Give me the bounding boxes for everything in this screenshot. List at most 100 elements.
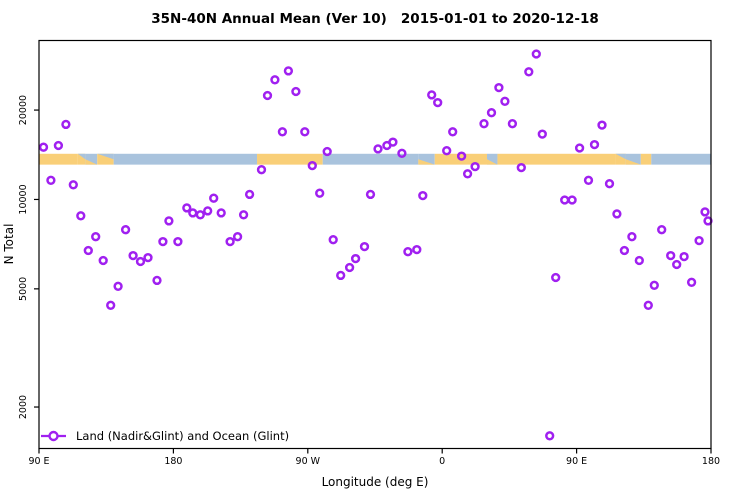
data-point bbox=[373, 144, 383, 154]
data-point bbox=[604, 179, 615, 189]
legend: Land (Nadir&Glint) and Ocean (Glint) bbox=[41, 429, 289, 443]
land-segment bbox=[640, 153, 652, 165]
data-point bbox=[597, 120, 607, 130]
data-point bbox=[173, 236, 183, 247]
y-tick-label: 20000 bbox=[18, 95, 29, 125]
land-ocean-map-band bbox=[39, 153, 711, 165]
data-point bbox=[403, 247, 413, 257]
land-patch bbox=[487, 159, 498, 165]
data-point bbox=[657, 225, 667, 235]
legend-label: Land (Nadir&Glint) and Ocean (Glint) bbox=[76, 429, 289, 443]
ocean-segment bbox=[651, 153, 711, 165]
data-point bbox=[634, 255, 644, 266]
land-patch bbox=[625, 159, 641, 165]
data-point bbox=[627, 232, 637, 242]
ocean-patch bbox=[615, 153, 626, 160]
data-point bbox=[507, 119, 518, 129]
data-point bbox=[619, 245, 630, 256]
chart-title: 35N-40N Annual Mean (Ver 10) 2015-01-01 … bbox=[151, 11, 598, 27]
data-point bbox=[270, 75, 280, 85]
x-tick-label: 90 E bbox=[28, 456, 49, 467]
data-point bbox=[700, 207, 710, 217]
data-point bbox=[328, 235, 338, 245]
data-point bbox=[462, 169, 473, 179]
data-point bbox=[76, 211, 86, 221]
data-point bbox=[516, 162, 526, 173]
data-point bbox=[225, 236, 235, 247]
data-point bbox=[83, 245, 93, 256]
ocean-segment bbox=[418, 153, 435, 165]
y-axis-ticks: 20000 10000 5000 2000 bbox=[18, 95, 39, 419]
data-point bbox=[232, 232, 243, 242]
data-point bbox=[291, 86, 301, 97]
data-point bbox=[486, 108, 497, 118]
land-segment bbox=[39, 153, 78, 165]
data-point bbox=[158, 236, 168, 247]
data-point bbox=[38, 142, 49, 152]
data-point bbox=[91, 232, 101, 242]
y-axis-label: N Total bbox=[2, 224, 16, 265]
data-point bbox=[120, 225, 131, 235]
data-point bbox=[666, 250, 676, 261]
data-point bbox=[679, 251, 689, 262]
data-point bbox=[244, 189, 255, 200]
data-point bbox=[442, 146, 452, 156]
data-point bbox=[143, 252, 153, 263]
data-point bbox=[307, 160, 317, 171]
data-point bbox=[283, 66, 294, 76]
data-point bbox=[583, 175, 594, 185]
data-point bbox=[68, 180, 78, 190]
data-point bbox=[277, 127, 288, 137]
data-point bbox=[98, 255, 108, 266]
ocean-segment bbox=[487, 153, 498, 165]
ocean-segment bbox=[322, 153, 419, 165]
data-point bbox=[418, 190, 428, 201]
data-point bbox=[524, 67, 534, 77]
ocean-segment bbox=[625, 153, 641, 165]
data-point bbox=[61, 119, 71, 130]
data-point bbox=[470, 161, 480, 172]
data-point bbox=[703, 216, 713, 226]
data-point bbox=[164, 216, 174, 226]
data-point bbox=[589, 139, 600, 150]
data-point bbox=[643, 300, 653, 310]
data-point bbox=[113, 281, 123, 291]
data-point bbox=[336, 270, 346, 281]
x-tick-label: 0 bbox=[439, 456, 445, 467]
data-point bbox=[448, 127, 458, 137]
data-point bbox=[649, 280, 659, 290]
data-point bbox=[203, 206, 213, 216]
data-point bbox=[262, 90, 273, 101]
data-point bbox=[195, 210, 205, 220]
data-point bbox=[672, 259, 682, 270]
data-point bbox=[433, 97, 443, 108]
data-point bbox=[46, 175, 56, 185]
y-tick-label: 10000 bbox=[18, 184, 29, 214]
data-point bbox=[560, 195, 570, 205]
land-segment bbox=[497, 153, 616, 165]
data-point bbox=[359, 241, 370, 252]
land-patch bbox=[418, 159, 435, 165]
legend-point-sample bbox=[48, 430, 59, 442]
data-point bbox=[315, 188, 325, 198]
data-point bbox=[494, 82, 504, 93]
land-patch bbox=[85, 159, 98, 165]
data-point bbox=[686, 277, 697, 287]
data-point bbox=[551, 272, 561, 283]
y-tick-label: 2000 bbox=[18, 395, 29, 419]
x-tick-label: 90 W bbox=[296, 456, 321, 467]
land-segment bbox=[257, 153, 323, 165]
y-tick-label: 5000 bbox=[18, 277, 29, 301]
data-point bbox=[300, 127, 310, 137]
data-point bbox=[344, 262, 355, 273]
data-point bbox=[531, 49, 541, 59]
x-axis-label: Longitude (deg E) bbox=[322, 475, 429, 489]
ocean-patch bbox=[77, 153, 86, 160]
data-point bbox=[567, 195, 577, 205]
land-segment bbox=[615, 153, 626, 165]
data-point bbox=[612, 209, 622, 219]
data-point bbox=[574, 143, 585, 153]
land-segment bbox=[97, 153, 114, 165]
